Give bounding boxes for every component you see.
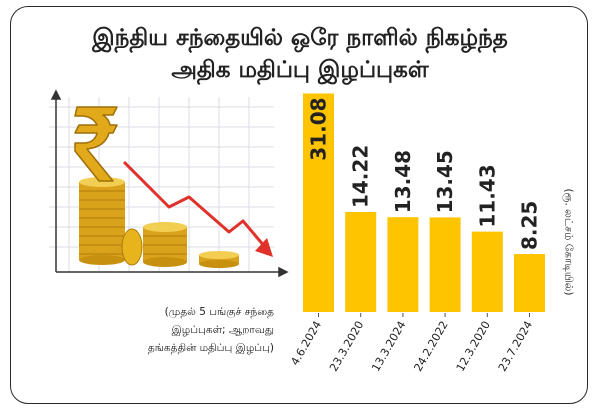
chart-title-line1: இந்திய சந்தையில் ஒரே நாளில் நிகழ்ந்த [92,25,508,51]
category-label-5: 12.3.2020 [454,319,493,374]
category-label-1: 4.6.2024 [288,319,324,368]
bar-4 [429,217,461,312]
note-line2: இழப்புகள்; ஆறாவது [171,324,274,336]
bar-value-label-4: 13.45 [433,150,457,213]
bar-2 [345,212,377,312]
bar-5 [471,231,503,312]
infographic-frame: இந்திய சந்தையில் ஒரே நாளில் நிகழ்ந்த அதி… [10,6,588,404]
bar-value-label-6: 8.25 [518,201,542,250]
bar-value-label-1: 31.08 [307,97,331,160]
bar-3 [387,217,419,312]
bar-1 [303,93,334,312]
rupee-falling-illustration [49,89,289,278]
chart-title-line2: அதிக மதிப்பு இழப்புகள் [171,57,429,83]
bar-value-label-3: 13.48 [391,150,415,213]
category-label-2: 23.3.2020 [327,319,366,374]
rupee-symbol-icon [74,106,118,182]
bar-value-label-5: 11.43 [475,164,499,227]
bar-value-label-2: 14.22 [349,145,373,208]
category-label-3: 13.3.2024 [369,319,408,374]
gold-coin-stacks-icon [79,177,239,268]
bar-chart: 31.08 4.6.2024 14.22 23.3.2020 13.48 13.3.202… [288,93,545,374]
illustration-axes [50,89,289,278]
category-label-6: 23.7.2024 [496,319,535,374]
bar-6 [514,253,545,312]
downward-trend-arrow-icon [122,160,273,257]
category-label-4: 24.2.2022 [411,319,450,374]
note-line1: (முதல் 5 பங்குச் சந்தை [164,306,274,318]
note-line3: தங்கத்தின் மதிப்பு இழப்பு) [147,342,274,354]
